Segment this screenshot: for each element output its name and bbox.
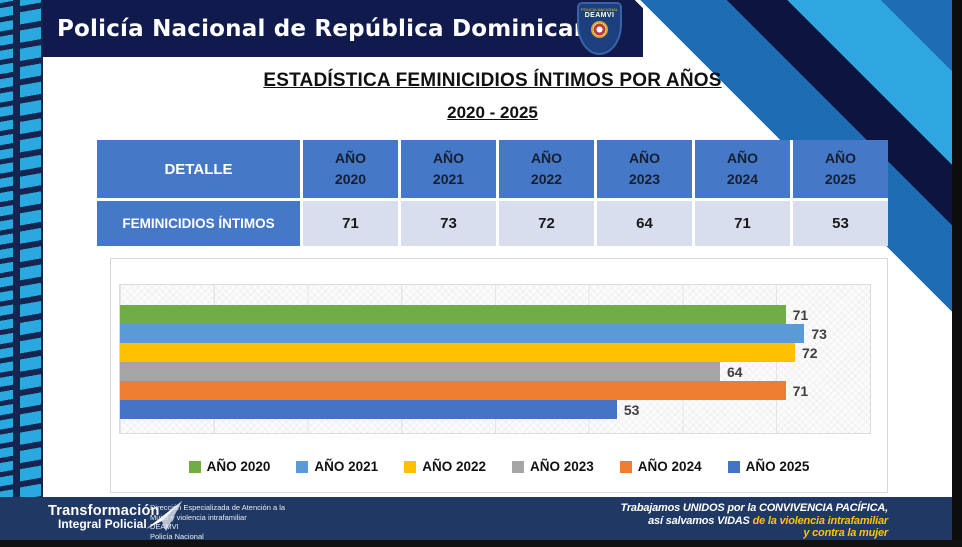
title-block: ESTADÍSTICA FEMINICIDIOS ÍNTIMOS POR AÑO… [97, 70, 888, 123]
chart-plot-area: 71 73 72 64 71 53 [119, 284, 871, 434]
year-label: AÑO [726, 150, 759, 166]
bar-2020 [120, 305, 786, 324]
direccion-line: Mujer y violencia intrafamiliar [150, 512, 247, 522]
badge-emblem-icon [591, 21, 608, 38]
footer: Transformación Integral Policial Direcci… [0, 497, 962, 541]
direccion-text-block: Dirección Especializada de Atención a la… [150, 503, 285, 541]
logo-text-line2: Integral Policial [58, 517, 147, 531]
table-row-label: FEMINICIDIOS ÍNTIMOS [97, 201, 300, 246]
table-header-detalle: DETALLE [97, 140, 300, 198]
table-value-2022: 72 [499, 201, 594, 246]
table-header-year-2021: AÑO 2021 [401, 140, 496, 198]
legend-label: AÑO 2020 [206, 459, 271, 474]
bar-row-2023: 64 [120, 362, 870, 381]
legend-swatch-icon [512, 460, 524, 473]
legend-label: AÑO 2025 [745, 459, 810, 474]
bar-row-2022: 72 [120, 343, 870, 362]
bar-2023 [120, 362, 720, 381]
year-label: AÑO [334, 150, 367, 166]
bottom-border-decoration [0, 540, 962, 547]
deamvi-police-badge-icon: POLICÍA NACIONAL DEAMVI [577, 2, 622, 55]
legend-swatch-icon [188, 460, 201, 473]
motto-line3: y contra la mujer [803, 527, 888, 539]
direccion-line: DEAMVI [150, 522, 179, 531]
bar-row-2024: 71 [120, 381, 870, 400]
legend-swatch-icon [404, 460, 417, 473]
bar-2021 [120, 324, 805, 343]
year-label: AÑO [530, 150, 563, 166]
table-header-year-2025: AÑO 2025 [793, 140, 888, 198]
year-value: 2025 [824, 171, 857, 187]
legend-item-2020: AÑO 2020 [188, 459, 271, 474]
direccion-line: Dirección Especializada de Atención a la [150, 503, 286, 512]
bar-2025 [120, 400, 617, 419]
statistics-table: DETALLE AÑO 2020 AÑO 2021 AÑO 2022 AÑO 2… [97, 140, 888, 246]
right-border-decoration [952, 0, 962, 547]
chart-title: ESTADÍSTICA FEMINICIDIOS ÍNTIMOS POR AÑO… [263, 70, 722, 91]
year-value: 2022 [530, 171, 563, 187]
motto-text: Trabajamos UNIDOS por la CONVIVENCIA PAC… [620, 502, 889, 540]
table-value-2023: 64 [597, 201, 692, 246]
bar-value-label: 64 [727, 363, 743, 380]
table-value-2021: 73 [401, 201, 496, 246]
legend-label: AÑO 2024 [637, 459, 702, 474]
chart-subtitle: 2020 - 2025 [447, 103, 538, 122]
legend-label: AÑO 2023 [530, 459, 594, 474]
table-header-year-2024: AÑO 2024 [695, 140, 790, 198]
bar-chart: 71 73 72 64 71 53 [110, 258, 888, 493]
table-header-year-2023: AÑO 2023 [597, 140, 692, 198]
year-label: AÑO [628, 150, 661, 166]
checkered-strip-decoration [0, 0, 43, 506]
legend-swatch-icon [619, 460, 632, 473]
legend-swatch-icon [727, 460, 740, 473]
bar-value-label: 73 [811, 325, 827, 342]
year-value: 2024 [726, 171, 759, 187]
motto-line2-yellow: de la violencia intrafamiliar [752, 514, 889, 527]
bar-row-2025: 53 [120, 400, 870, 419]
legend-label: AÑO 2021 [314, 459, 379, 474]
legend-item-2023: AÑO 2023 [512, 459, 594, 474]
header: Policía Nacional de República Dominicana [43, 0, 643, 57]
motto-line2-white: así salvamos VIDAS [648, 514, 753, 527]
badge-top-text: POLICÍA NACIONAL [580, 7, 619, 12]
legend-item-2022: AÑO 2022 [404, 459, 486, 474]
logo-text-line1: Transformación [48, 503, 160, 519]
bar-row-2020: 71 [120, 305, 870, 324]
bar-value-label: 71 [792, 382, 809, 399]
bar-2022 [120, 343, 795, 362]
table-value-2024: 71 [695, 201, 790, 246]
transformacion-logo: Transformación Integral Policial [48, 501, 182, 531]
table-header-year-2022: AÑO 2022 [499, 140, 594, 198]
arrow-icon [146, 501, 182, 531]
table-value-2025: 53 [793, 201, 888, 246]
bar-value-label: 71 [792, 306, 809, 323]
year-value: 2023 [628, 171, 661, 187]
bar-2024 [120, 381, 786, 400]
year-value: 2021 [432, 171, 465, 187]
legend-item-2021: AÑO 2021 [296, 459, 378, 474]
bar-value-label: 53 [623, 401, 640, 418]
year-label: AÑO [824, 150, 857, 166]
legend-item-2024: AÑO 2024 [619, 459, 702, 474]
legend-swatch-icon [296, 460, 309, 473]
page-title: Policía Nacional de República Dominicana [57, 15, 607, 42]
table-header-year-2020: AÑO 2020 [303, 140, 398, 198]
legend-label: AÑO 2022 [422, 459, 486, 474]
bar-row-2021: 73 [120, 324, 870, 343]
chart-legend: AÑO 2020 AÑO 2021 AÑO 2022 AÑO 2023 AÑO … [111, 459, 887, 474]
year-value: 2020 [334, 171, 367, 187]
motto-line1: Trabajamos UNIDOS por la CONVIVENCIA PAC… [620, 502, 889, 514]
table-value-2020: 71 [303, 201, 398, 246]
year-label: AÑO [432, 150, 465, 166]
checkered-column-outer [0, 0, 13, 506]
badge-name-text: DEAMVI [584, 12, 615, 19]
legend-item-2025: AÑO 2025 [727, 459, 810, 474]
bar-value-label: 72 [802, 344, 818, 361]
checkered-column-inner [20, 0, 41, 506]
direccion-line: Policía Nacional [150, 531, 204, 541]
